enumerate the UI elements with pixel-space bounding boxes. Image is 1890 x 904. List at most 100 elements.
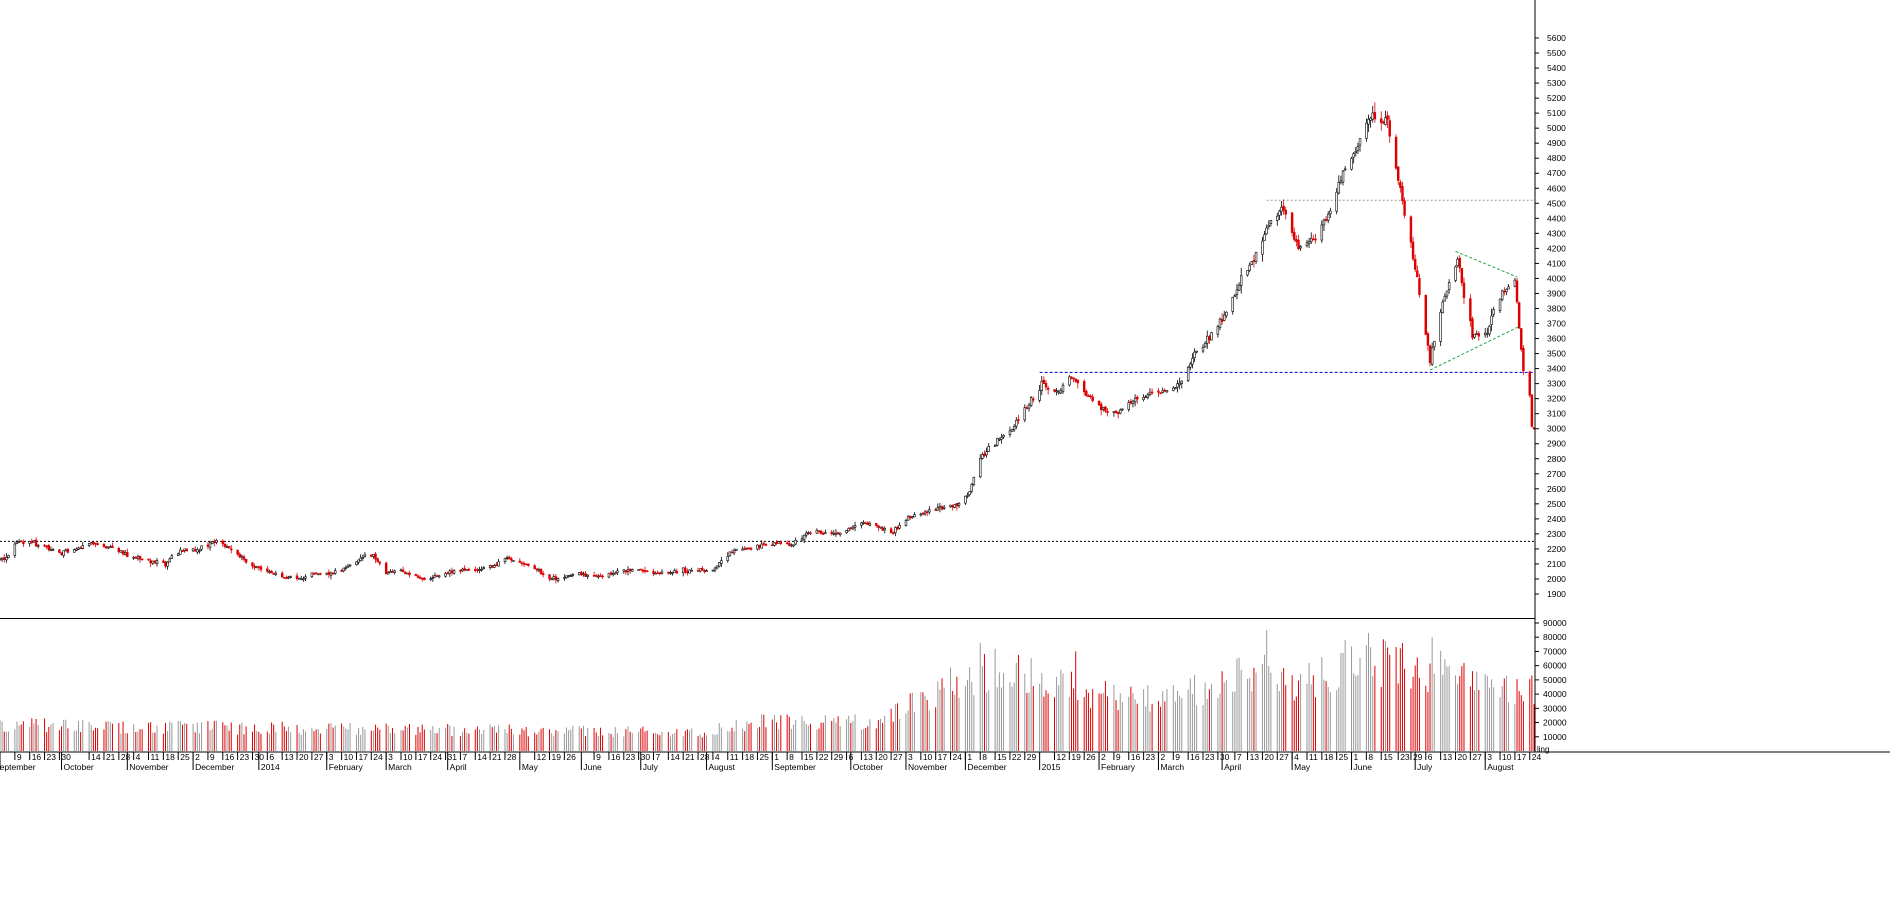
date-tick-label: 20 <box>1457 752 1467 762</box>
candle-body <box>1010 429 1014 432</box>
candle-body <box>236 549 239 555</box>
candle-body <box>1144 396 1147 399</box>
candle-body <box>168 558 171 563</box>
candle-body <box>934 509 937 511</box>
candle-body <box>898 525 901 529</box>
candle-body <box>940 506 944 510</box>
candle-body <box>493 565 496 568</box>
candle-body <box>1401 186 1404 202</box>
candle-body <box>639 568 642 571</box>
candle-body <box>675 570 679 574</box>
candle-body <box>1235 289 1239 295</box>
date-tick-label: 15 <box>1383 752 1393 762</box>
candle-body <box>908 515 912 519</box>
candle-body <box>1367 119 1370 125</box>
candle-body <box>119 550 123 553</box>
candle-body <box>1443 295 1447 302</box>
date-tick-label: 31 <box>448 752 458 762</box>
candle-body <box>726 556 729 561</box>
candle-body <box>257 566 261 568</box>
candle-body <box>1369 117 1372 121</box>
candle-body <box>230 548 233 551</box>
date-tick-label: 29 <box>1027 752 1037 762</box>
date-tick-label: 16 <box>1190 752 1200 762</box>
candle-body <box>140 558 144 561</box>
date-tick-label: 16 <box>32 752 42 762</box>
candle-body <box>1413 258 1417 270</box>
date-tick-label: 10 <box>344 752 354 762</box>
candle-body <box>565 575 568 579</box>
candle-body <box>272 573 275 575</box>
candle-body <box>951 505 954 508</box>
candle-body <box>401 569 405 572</box>
candle-body <box>571 574 575 576</box>
price-tick-label: 3700 <box>1547 319 1566 329</box>
candle-body <box>1312 238 1315 241</box>
candle-body <box>81 545 84 549</box>
date-tick-label: 9 <box>17 752 22 762</box>
candle-body <box>1252 260 1256 262</box>
candle-body <box>310 572 314 578</box>
candle-body <box>452 570 456 574</box>
candle-body <box>512 560 515 562</box>
date-tick-label: 13 <box>863 752 873 762</box>
candle-body <box>193 549 197 552</box>
candle-body <box>597 575 600 578</box>
date-tick-label: 15 <box>804 752 814 762</box>
candle-body <box>981 454 984 459</box>
candle-body <box>266 568 269 572</box>
candle-body <box>1505 289 1508 292</box>
candle-body <box>1195 350 1198 353</box>
candle-body <box>1314 238 1317 241</box>
candle-body <box>790 544 793 547</box>
date-tick-label: 4 <box>715 752 720 762</box>
candle-body <box>1012 425 1016 430</box>
candle-body <box>673 570 676 573</box>
candle-body <box>151 560 154 564</box>
volume-tick-label: 40000 <box>1543 689 1567 699</box>
date-tick-label: 14 <box>670 752 680 762</box>
candle-body <box>847 528 850 532</box>
date-tick-label: 15 <box>997 752 1007 762</box>
date-tick-label: 30 <box>641 752 651 762</box>
candle-body <box>389 571 392 573</box>
candle-body <box>1193 351 1196 358</box>
date-tick-label: 23 <box>1400 752 1410 762</box>
candle-body <box>1335 191 1338 212</box>
candle-body <box>1430 347 1434 365</box>
candle-body <box>1371 112 1374 120</box>
price-tick-label: 3300 <box>1547 379 1566 389</box>
candle-body <box>179 549 182 555</box>
candle-body <box>1498 298 1502 311</box>
candle-body <box>747 547 751 550</box>
candle-body <box>421 577 424 580</box>
candle-body <box>1163 389 1167 392</box>
candle-body <box>1324 218 1328 221</box>
month-label: October <box>853 762 883 772</box>
candle-body <box>1293 232 1296 240</box>
date-tick-label: 3 <box>388 752 393 762</box>
price-tick-label: 5000 <box>1547 123 1566 133</box>
candle-body <box>357 559 360 563</box>
price-tick-label: 4000 <box>1547 273 1566 283</box>
candle-body <box>348 564 352 567</box>
date-tick-label: 9 <box>210 752 215 762</box>
candle-body <box>1477 333 1481 337</box>
candle-body <box>302 578 305 581</box>
candle-body <box>631 569 634 572</box>
candle-body <box>862 522 865 524</box>
candle-body <box>77 547 80 550</box>
candle-body <box>28 541 31 544</box>
candle-body <box>1320 224 1324 241</box>
candle-body <box>384 562 388 575</box>
candle-body <box>36 544 40 547</box>
candle-body <box>1310 237 1313 243</box>
candle-body <box>979 458 982 478</box>
candle-body <box>522 563 526 565</box>
candle-body <box>794 539 797 545</box>
volume-tick-label: 60000 <box>1543 661 1567 671</box>
candle-body <box>448 570 452 574</box>
candle-body <box>1473 333 1476 338</box>
volume-tick-label: 90000 <box>1543 618 1567 628</box>
date-tick-label: 17 <box>358 752 368 762</box>
